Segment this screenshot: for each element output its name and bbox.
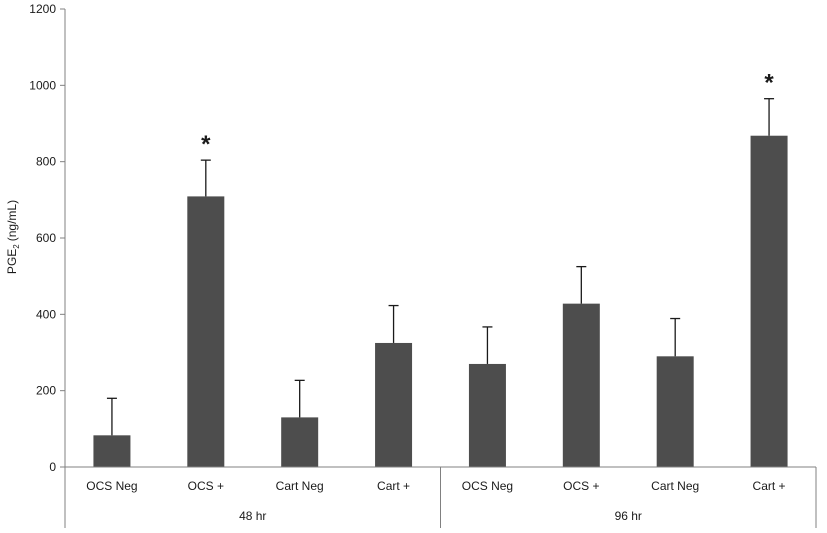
significance-marker: * (201, 131, 211, 158)
bar (187, 196, 225, 468)
bar (281, 417, 319, 467)
x-tick-label: OCS Neg (86, 479, 137, 493)
y-axis: 0 200 400 600 800 1000 1200 (29, 2, 66, 474)
x-tick-label: OCS Neg (462, 479, 513, 493)
x-tick-label: Cart Neg (651, 479, 699, 493)
x-group-label: 96 hr (615, 509, 642, 523)
significance-marker: * (764, 70, 774, 97)
y-tick-label: 1200 (29, 2, 56, 16)
y-tick-label: 1000 (29, 78, 56, 92)
y-tick-label: 600 (36, 231, 56, 245)
x-tick-label: OCS + (563, 479, 599, 493)
bar-series: ** (93, 70, 788, 468)
bar (375, 342, 413, 467)
bar (562, 303, 600, 467)
y-tick-label: 200 (36, 384, 56, 398)
y-axis-title-main: PGE (5, 249, 19, 274)
bar (468, 363, 506, 467)
x-tick-label: Cart Neg (276, 479, 324, 493)
y-axis-title-unit: (ng/mL) (5, 200, 19, 241)
x-tick-label: Cart + (753, 479, 786, 493)
x-axis: 48 hr 96 hr OCS Neg OCS + Cart Neg Cart + OCS … (64, 466, 817, 528)
bar (750, 135, 788, 468)
x-tick-label: OCS + (188, 479, 224, 493)
y-tick-label: 800 (36, 155, 56, 169)
bar (93, 435, 131, 467)
x-group-label: 48 hr (239, 509, 266, 523)
y-tick-label: 400 (36, 307, 56, 321)
x-tick-label: Cart + (377, 479, 410, 493)
y-tick-label: 0 (49, 460, 56, 474)
y-axis-title: PGE2 (ng/mL) (5, 200, 21, 274)
y-axis-title-subscript: 2 (12, 244, 21, 249)
bar (656, 356, 694, 467)
